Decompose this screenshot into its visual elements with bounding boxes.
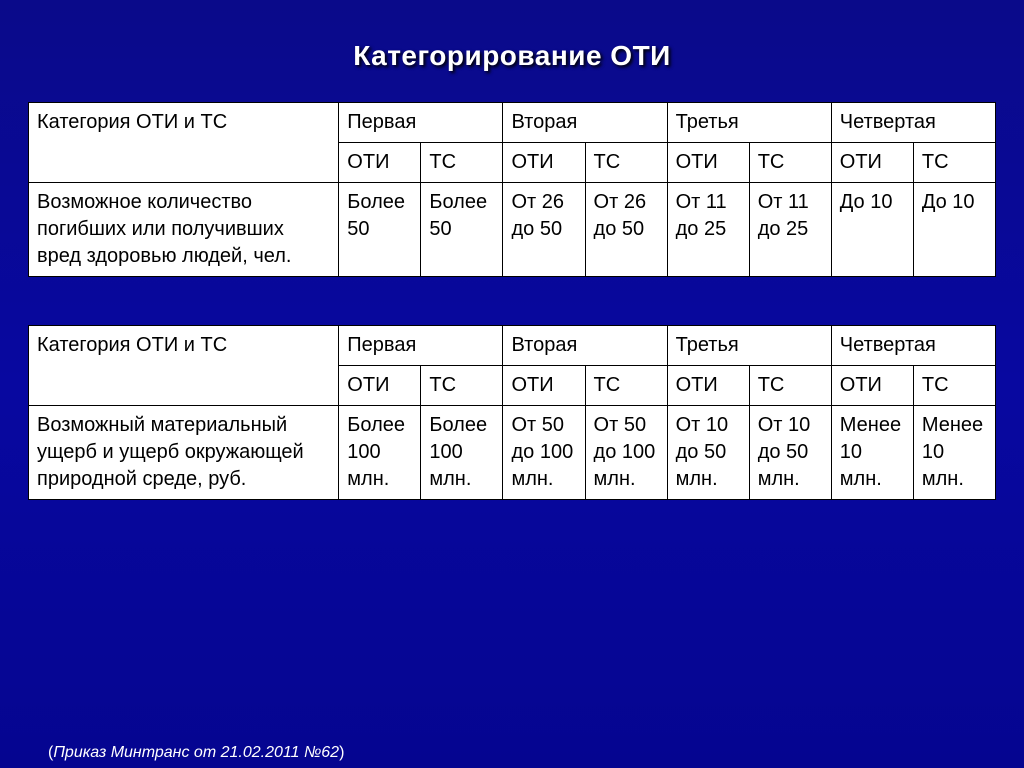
subheader-cell: ТС [749,366,831,406]
category-cell: Первая [339,103,503,143]
subheader-cell: ТС [421,366,503,406]
category-cell: Третья [667,326,831,366]
subheader-cell: ТС [421,143,503,183]
value-cell: От 11 до 25 [749,183,831,277]
value-cell: От 50 до 100 млн. [585,406,667,500]
table-spacer [28,277,996,325]
subheader-cell: ТС [913,143,995,183]
footnote-text: Приказ Минтранс от 21.02.2011 №62 [53,744,339,761]
table-row: Категория ОТИ и ТС Первая Вторая Третья … [29,326,996,366]
category-cell: Вторая [503,326,667,366]
value-cell: От 10 до 50 млн. [749,406,831,500]
subheader-cell: ТС [913,366,995,406]
value-cell: Более 100 млн. [421,406,503,500]
value-cell: От 26 до 50 [585,183,667,277]
value-cell: До 10 [913,183,995,277]
value-cell: Более 100 млн. [339,406,421,500]
table-row: Возможный материальный ущерб и ущерб окр… [29,406,996,500]
subheader-cell: ТС [585,143,667,183]
slide: Категорирование ОТИ Категория ОТИ и ТС П… [0,0,1024,768]
subheader-cell: ОТИ [503,366,585,406]
value-cell: Более 50 [421,183,503,277]
row-label-cell: Возможное количество погибших или получи… [29,183,339,277]
table-casualties: Категория ОТИ и ТС Первая Вторая Третья … [28,102,996,277]
value-cell: От 50 до 100 млн. [503,406,585,500]
subheader-cell: ОТИ [831,143,913,183]
category-cell: Первая [339,326,503,366]
footnote-close: ) [339,744,344,761]
subheader-cell: ОТИ [831,366,913,406]
header-label-cell: Категория ОТИ и ТС [29,326,339,406]
value-cell: Менее 10 млн. [913,406,995,500]
table-row: Возможное количество погибших или получи… [29,183,996,277]
category-cell: Четвертая [831,326,995,366]
value-cell: Менее 10 млн. [831,406,913,500]
subheader-cell: ОТИ [339,366,421,406]
slide-title: Категорирование ОТИ [28,40,996,72]
value-cell: Более 50 [339,183,421,277]
value-cell: От 26 до 50 [503,183,585,277]
table-damage: Категория ОТИ и ТС Первая Вторая Третья … [28,325,996,500]
subheader-cell: ОТИ [503,143,585,183]
value-cell: От 11 до 25 [667,183,749,277]
subheader-cell: ОТИ [667,366,749,406]
category-cell: Четвертая [831,103,995,143]
value-cell: До 10 [831,183,913,277]
category-cell: Третья [667,103,831,143]
value-cell: От 10 до 50 млн. [667,406,749,500]
header-label-cell: Категория ОТИ и ТС [29,103,339,183]
table-row: Категория ОТИ и ТС Первая Вторая Третья … [29,103,996,143]
subheader-cell: ОТИ [667,143,749,183]
subheader-cell: ТС [749,143,831,183]
row-label-cell: Возможный материальный ущерб и ущерб окр… [29,406,339,500]
subheader-cell: ТС [585,366,667,406]
category-cell: Вторая [503,103,667,143]
subheader-cell: ОТИ [339,143,421,183]
footnote: (Приказ Минтранс от 21.02.2011 №62) [48,744,344,762]
